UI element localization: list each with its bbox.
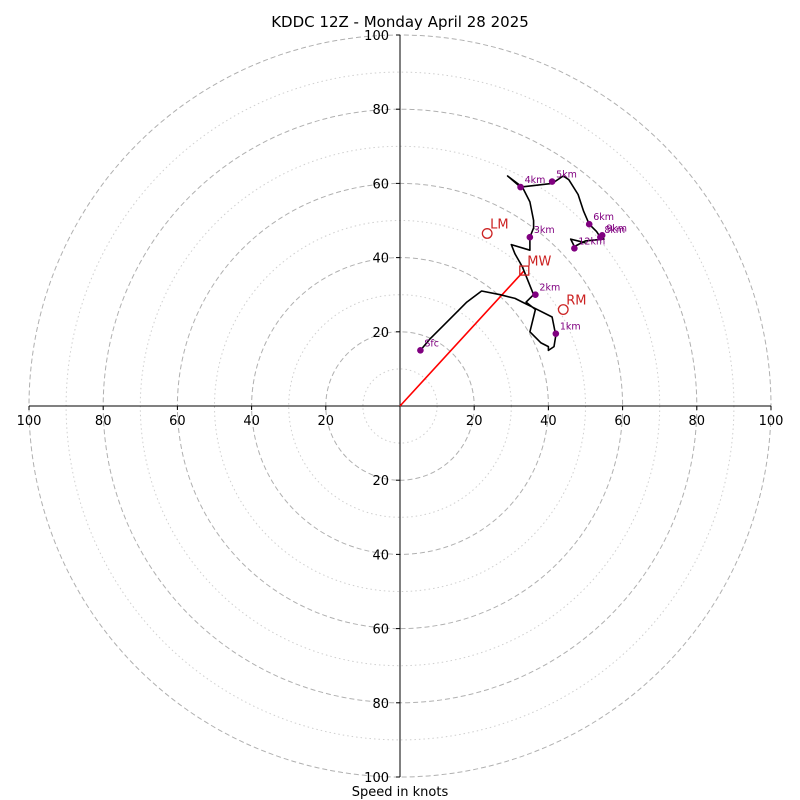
storm-motion-markers: LM MW RM: [481, 217, 586, 315]
tick-label-north-80: 80: [372, 103, 389, 118]
wind-profile-line: [419, 175, 605, 352]
height-label-5km: 5km: [556, 170, 577, 181]
chart-title: KDDC 12Z - Monday April 28 2025: [271, 13, 529, 31]
height-marker-6km: [585, 220, 593, 228]
height-marker-3km: [526, 233, 534, 241]
height-label-sfc: Sfc: [424, 338, 439, 349]
height-label-9km: 9km: [606, 223, 627, 234]
height-marker-12km: [571, 245, 578, 252]
tick-label-west-20: 20: [318, 414, 335, 429]
tick-labels: 20 20 20 20 40 40 40 40 60 60 60 60 80 80 80 80 100 100 10…: [17, 29, 784, 786]
height-marker-5km: [548, 178, 556, 185]
wind-profile-trace: [419, 175, 605, 352]
height-label-2km: 2km: [539, 283, 560, 294]
tick-label-north-100: 100: [364, 29, 389, 44]
storm-marker-rm: [557, 304, 569, 315]
storm-label-mw: MW: [527, 255, 551, 270]
storm-marker-mw: [519, 265, 530, 276]
tick-label-south-20: 20: [372, 474, 389, 489]
height-marker-sfc: [417, 347, 424, 354]
tick-label-north-60: 60: [372, 177, 389, 192]
storm-marker-lm: [481, 228, 493, 239]
mean-wind-vector-line: [399, 270, 525, 407]
tick-label-north-20: 20: [372, 326, 389, 341]
height-marker-4km: [517, 183, 524, 191]
height-label-8km: 8km: [604, 225, 625, 236]
tick-label-west-100: 100: [17, 414, 42, 429]
storm-label-rm: RM: [566, 294, 586, 309]
height-marker-2km: [532, 291, 539, 299]
height-marker-9km: [598, 232, 606, 239]
x-axis-label: Speed in knots: [352, 785, 449, 800]
mean-wind-vector: [399, 270, 525, 407]
tick-label-south-60: 60: [372, 623, 389, 638]
tick-label-south-80: 80: [372, 697, 389, 712]
tick-label-south-100: 100: [364, 771, 389, 786]
tick-label-east-60: 60: [614, 414, 631, 429]
tick-label-west-60: 60: [169, 414, 186, 429]
height-label-6km: 6km: [593, 212, 614, 223]
tick-label-east-80: 80: [689, 414, 706, 429]
storm-label-lm: LM: [490, 217, 508, 232]
height-marker-1km: [552, 330, 560, 337]
height-label-4km: 4km: [525, 175, 546, 186]
tick-label-east-100: 100: [759, 414, 784, 429]
height-label-12km: 12km: [578, 236, 605, 247]
height-label-3km: 3km: [534, 225, 555, 236]
tick-label-south-40: 40: [372, 548, 389, 563]
tick-label-north-40: 40: [372, 252, 389, 267]
tick-label-east-20: 20: [466, 414, 483, 429]
height-label-1km: 1km: [560, 322, 581, 333]
tick-label-west-40: 40: [243, 414, 260, 429]
tick-label-west-80: 80: [95, 414, 112, 429]
tick-label-east-40: 40: [540, 414, 557, 429]
